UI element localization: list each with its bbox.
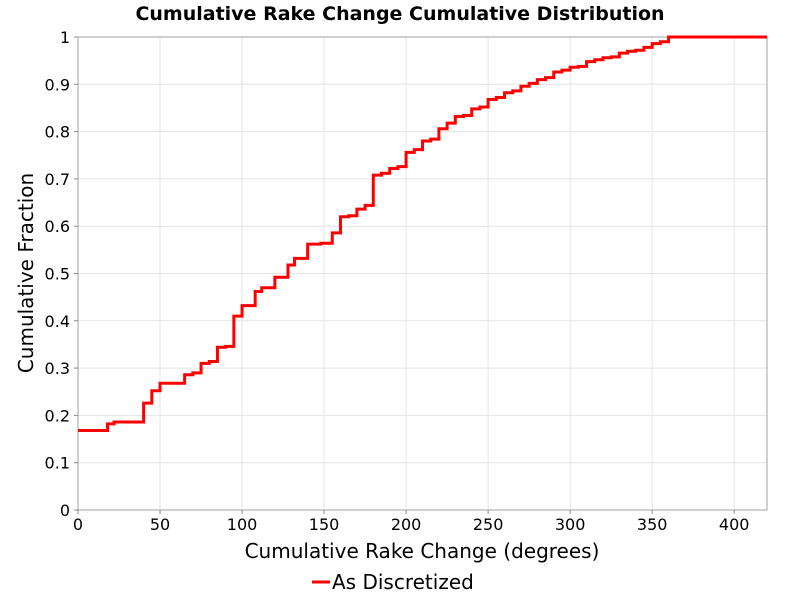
legend-label: As Discretized	[332, 570, 474, 594]
y-tick-label: 0.1	[45, 454, 70, 473]
x-tick-label: 50	[150, 515, 170, 534]
y-tick-label: 1	[60, 28, 70, 47]
tick-layer: 0 50 100 150 200 250 300 350 400 0 0.1 0.2 0.3 0.4 0.5…	[45, 28, 750, 534]
x-tick-label: 0	[73, 515, 83, 534]
chart-title: Cumulative Rake Change Cumulative Distri…	[135, 3, 664, 25]
curve-layer	[78, 35, 767, 433]
y-tick-label: 0.5	[45, 265, 70, 284]
y-tick-label: 0	[60, 501, 70, 520]
y-tick-label: 0.4	[45, 312, 70, 331]
x-axis-label: Cumulative Rake Change (degrees)	[245, 539, 600, 563]
x-tick-label: 150	[309, 515, 340, 534]
y-tick-label: 0.2	[45, 406, 70, 425]
y-tick-label: 0.9	[45, 75, 70, 94]
x-tick-label: 300	[555, 515, 586, 534]
y-tick-label: 0.7	[45, 170, 70, 189]
cdf-line	[78, 35, 767, 433]
x-tick-label: 100	[227, 515, 258, 534]
x-tick-label: 400	[719, 515, 750, 534]
x-tick-label: 200	[391, 515, 422, 534]
x-tick-label: 350	[637, 515, 668, 534]
y-axis-label: Cumulative Fraction	[14, 173, 38, 373]
grid	[77, 36, 767, 511]
y-tick-label: 0.6	[45, 217, 70, 236]
y-tick-label: 0.3	[45, 359, 70, 378]
legend: As Discretized	[312, 570, 474, 594]
x-tick-label: 250	[473, 515, 504, 534]
y-tick-label: 0.8	[45, 123, 70, 142]
